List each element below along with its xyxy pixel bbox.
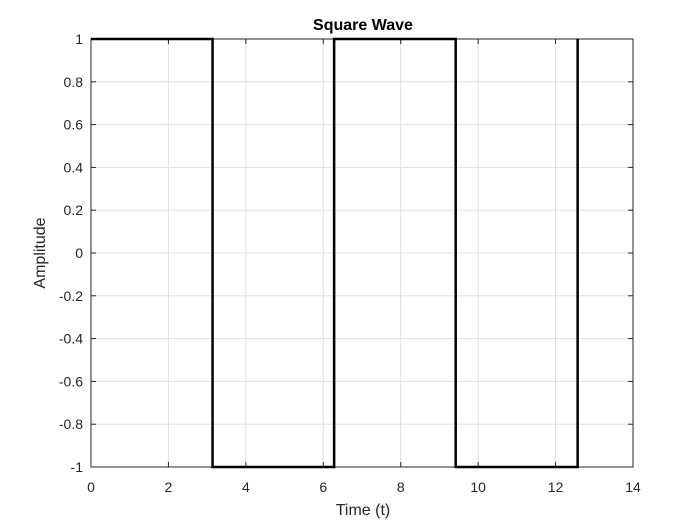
y-tick-label: -0.6: [59, 373, 83, 389]
y-tick-label: -0.2: [59, 288, 83, 304]
y-tick-label: -0.4: [59, 331, 83, 347]
chart-title: Square Wave: [313, 17, 413, 34]
x-tick-label: 10: [470, 479, 486, 495]
y-tick-label: -1: [71, 459, 84, 475]
x-tick-label: 6: [319, 479, 327, 495]
x-tick-label: 2: [165, 479, 173, 495]
y-tick-label: 0.4: [64, 159, 84, 175]
x-tick-label: 14: [625, 479, 641, 495]
y-tick-label: -0.8: [59, 416, 83, 432]
y-tick-label: 0: [75, 245, 83, 261]
y-axis-label: Amplitude: [32, 217, 49, 288]
tick-labels: 0 2 4 6 8 10 12 14 -1 -0.8 -0.6 -0.4 -0.2 0 0.2 0.4 0.6 0…: [59, 31, 641, 495]
x-tick-label: 0: [87, 479, 95, 495]
x-axis-label: Time (t): [336, 502, 391, 519]
y-tick-label: 0.8: [64, 74, 84, 90]
y-tick-label: 0.2: [64, 202, 84, 218]
grid: [91, 39, 633, 467]
x-tick-label: 12: [548, 479, 564, 495]
y-tick-label: 0.6: [64, 117, 84, 133]
x-tick-label: 8: [397, 479, 405, 495]
series-layer: [91, 37, 579, 469]
x-tick-label: 4: [242, 479, 250, 495]
series-line-square-wave: [91, 37, 579, 469]
y-tick-label: 1: [75, 31, 83, 47]
